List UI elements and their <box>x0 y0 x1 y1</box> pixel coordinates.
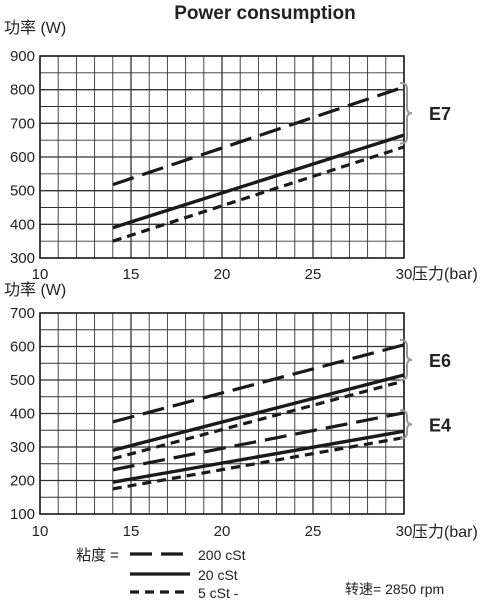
x-tick-label: 20 <box>214 523 231 540</box>
x-tick-label: 25 <box>305 266 322 283</box>
series-line-20-cst <box>112 429 405 484</box>
chart-title: Power consumption <box>174 3 356 24</box>
chart-panel-1: 功率 (W) 300 400 500 600 700 800 900 10 15 20 25 30 压力(… <box>4 19 478 283</box>
x-tick-label: 30 <box>396 266 413 283</box>
legend-label: 20 cSt <box>198 567 238 583</box>
speed-label: 转速= 2850 rpm <box>345 581 444 597</box>
x-axis-label: 压力(bar) <box>412 523 478 541</box>
series-line-20-cst <box>112 373 405 452</box>
y-tick-label: 300 <box>10 439 35 456</box>
y-axis-label: 功率 (W) <box>4 19 66 37</box>
legend: 粘度 = 200 cSt 20 cSt 5 cSt - 转速= 2850 rpm <box>76 547 444 601</box>
group-brace <box>399 81 413 145</box>
series-line-200-cst <box>112 85 405 187</box>
y-tick-label: 600 <box>10 149 35 166</box>
legend-label: 5 cSt - <box>198 585 239 601</box>
y-tick-label: 500 <box>10 183 35 200</box>
x-tick-label: 10 <box>32 266 49 283</box>
y-tick-label: 900 <box>10 48 35 65</box>
group-label: E4 <box>429 415 451 435</box>
group-brace <box>399 338 413 381</box>
x-axis-label: 压力(bar) <box>412 265 478 283</box>
group-label: E6 <box>429 351 451 371</box>
y-tick-label: 400 <box>10 216 35 233</box>
y-tick-label: 200 <box>10 473 35 490</box>
y-tick-label: 100 <box>10 506 35 523</box>
y-tick-label: 600 <box>10 339 35 356</box>
y-tick-label: 700 <box>10 115 35 132</box>
series-line-200-cst <box>112 411 405 472</box>
x-tick-label: 25 <box>305 523 322 540</box>
y-tick-label: 700 <box>10 305 35 322</box>
y-tick-label: 500 <box>10 372 35 389</box>
plot-frame <box>39 55 405 259</box>
group-brace <box>399 409 413 440</box>
y-tick-label: 800 <box>10 82 35 99</box>
legend-label: 200 cSt <box>198 547 246 563</box>
x-tick-label: 20 <box>214 266 231 283</box>
series-line-5-cst <box>112 145 405 243</box>
x-tick-label: 15 <box>123 266 140 283</box>
series-line-20-cst <box>112 133 405 230</box>
series-line-200-cst <box>112 343 405 424</box>
y-axis-label: 功率 (W) <box>4 281 66 299</box>
legend-heading: 粘度 = <box>76 547 119 564</box>
series-line-5-cst <box>112 379 405 461</box>
chart-panel-2: 功率 (W) 100 200 300 400 500 600 700 10 15 20 25 30 压力(… <box>4 281 478 541</box>
x-tick-label: 10 <box>32 523 49 540</box>
series-line-5-cst <box>112 436 405 491</box>
group-label: E7 <box>429 104 451 124</box>
y-tick-label: 300 <box>10 250 35 267</box>
y-tick-label: 400 <box>10 406 35 423</box>
x-tick-label: 30 <box>396 523 413 540</box>
x-tick-label: 15 <box>123 523 140 540</box>
